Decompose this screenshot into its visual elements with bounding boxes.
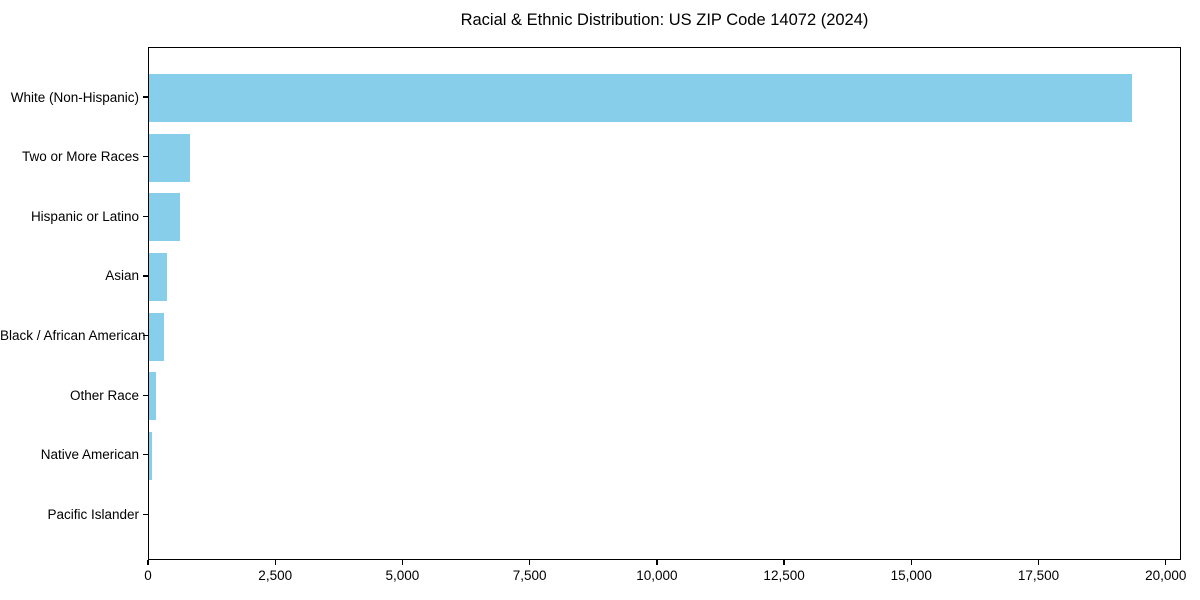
x-tick-label: 10,000 (636, 568, 678, 583)
plot-area (148, 47, 1181, 560)
y-tick-label: Two or More Races (21, 149, 139, 165)
y-axis-tick (143, 454, 148, 456)
bar (149, 372, 157, 421)
x-tick-label: 20,000 (1145, 568, 1187, 583)
y-tick-label: Black / African American (0, 328, 146, 344)
y-tick-label: Native American (40, 447, 139, 463)
x-tick-label: 7,500 (512, 568, 547, 583)
bar (149, 312, 165, 361)
y-axis-tick (143, 275, 148, 277)
x-tick-label: 17,500 (1017, 568, 1060, 583)
x-axis-tick (401, 560, 404, 565)
y-tick-label: White (Non-Hispanic) (10, 89, 139, 105)
bar (149, 431, 153, 480)
y-tick-label: Asian (105, 268, 139, 284)
y-tick-label: Pacific Islander (47, 506, 139, 522)
x-axis-tick (529, 560, 531, 565)
x-axis-tick (656, 560, 658, 565)
y-axis-tick (143, 96, 148, 98)
x-axis-tick (147, 560, 149, 565)
x-axis-tick (274, 560, 276, 565)
chart-title: Racial & Ethnic Distribution: US ZIP Cod… (460, 11, 869, 29)
x-axis-tick (1165, 560, 1167, 565)
bar (149, 193, 181, 242)
y-tick-label: Other Race (69, 387, 139, 403)
y-axis-tick (143, 155, 148, 158)
y-axis-tick (143, 334, 148, 337)
bar (149, 74, 1133, 122)
x-tick-label: 5,000 (385, 568, 420, 583)
y-axis-tick (143, 513, 148, 516)
x-axis-tick (1037, 560, 1040, 565)
y-axis-tick (143, 215, 148, 217)
x-tick-label: 12,500 (763, 568, 805, 583)
x-tick-label: 0 (144, 568, 152, 583)
bar (149, 133, 191, 182)
x-tick-label: 2,500 (258, 568, 293, 583)
bar (149, 252, 167, 301)
x-axis-tick (910, 560, 912, 565)
x-axis-tick (783, 560, 785, 565)
y-tick-label: Hispanic or Latino (30, 208, 139, 224)
y-axis-tick (143, 394, 148, 396)
x-tick-label: 15,000 (890, 568, 932, 583)
